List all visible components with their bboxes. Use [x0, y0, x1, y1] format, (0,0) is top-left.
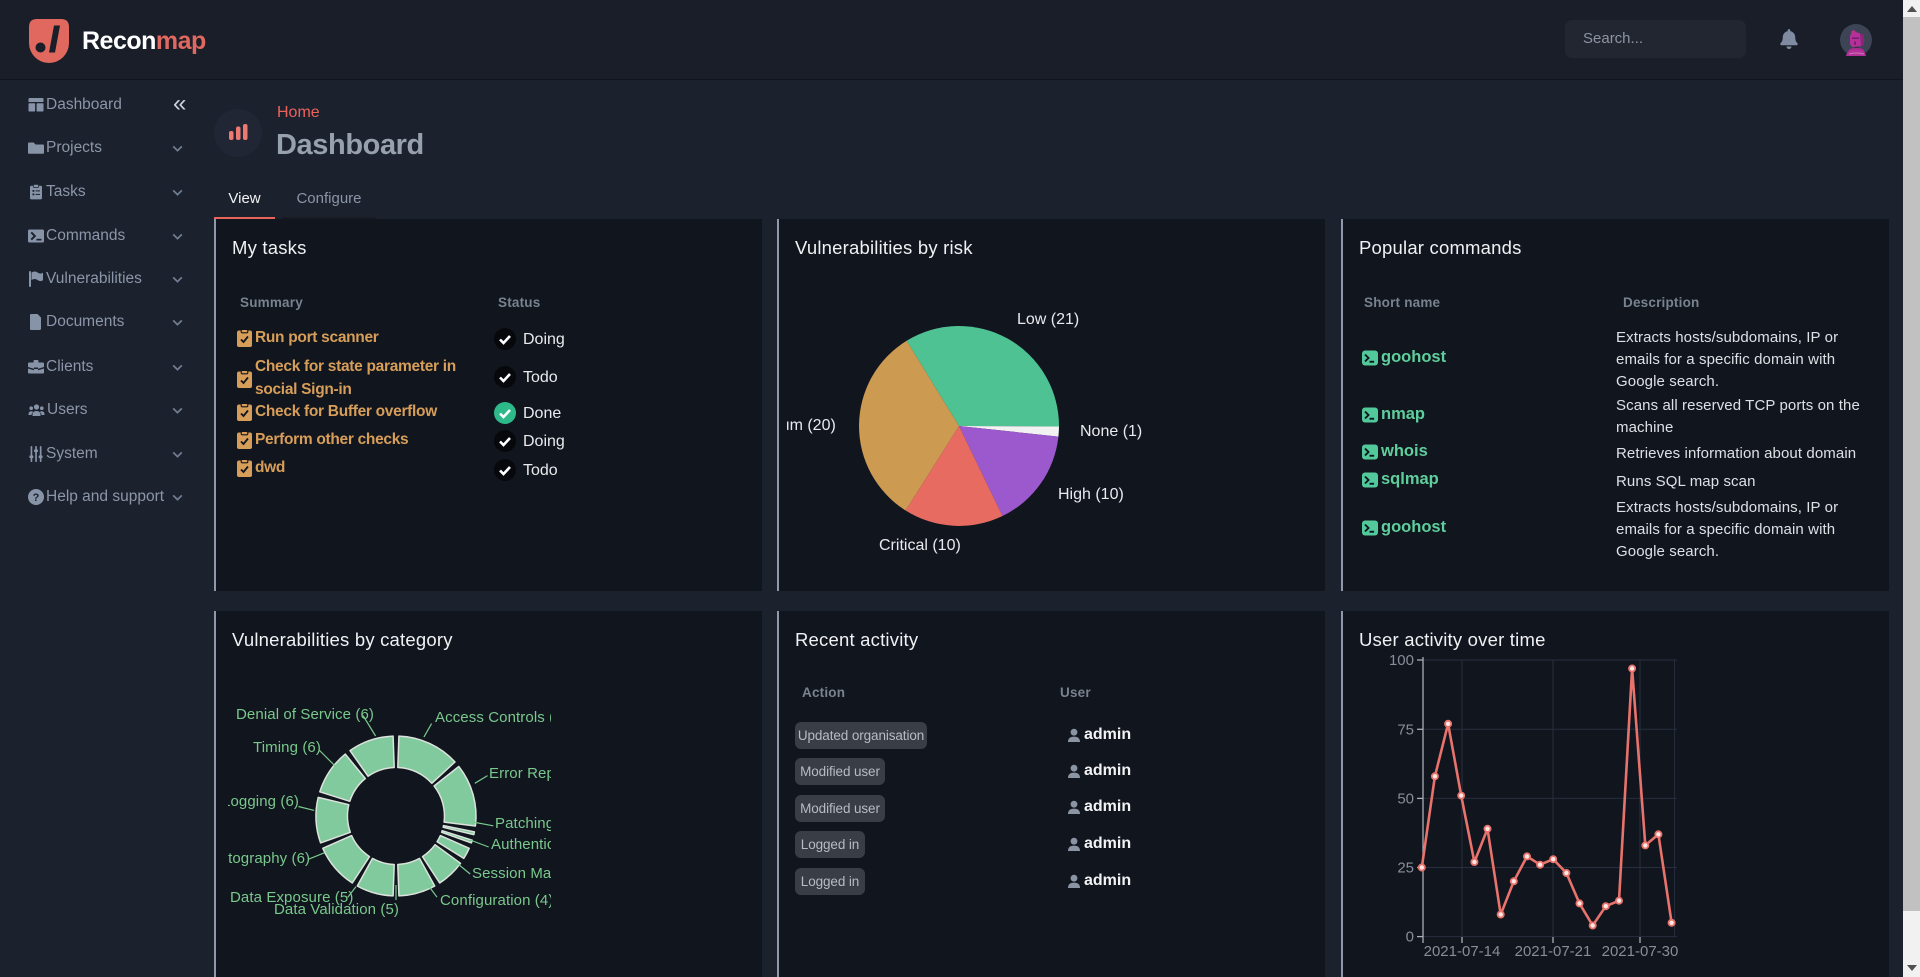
- svg-text:2021-07-30: 2021-07-30: [1602, 943, 1679, 960]
- svg-text:75: 75: [1397, 721, 1414, 738]
- svg-text:0: 0: [1406, 929, 1414, 946]
- svg-text:100: 100: [1389, 652, 1414, 669]
- svg-text:25: 25: [1397, 860, 1414, 877]
- svg-text:?: ?: [33, 492, 40, 504]
- svg-text:50: 50: [1397, 790, 1414, 807]
- svg-text:2021-07-21: 2021-07-21: [1515, 943, 1592, 960]
- svg-text:2021-07-14: 2021-07-14: [1424, 943, 1501, 960]
